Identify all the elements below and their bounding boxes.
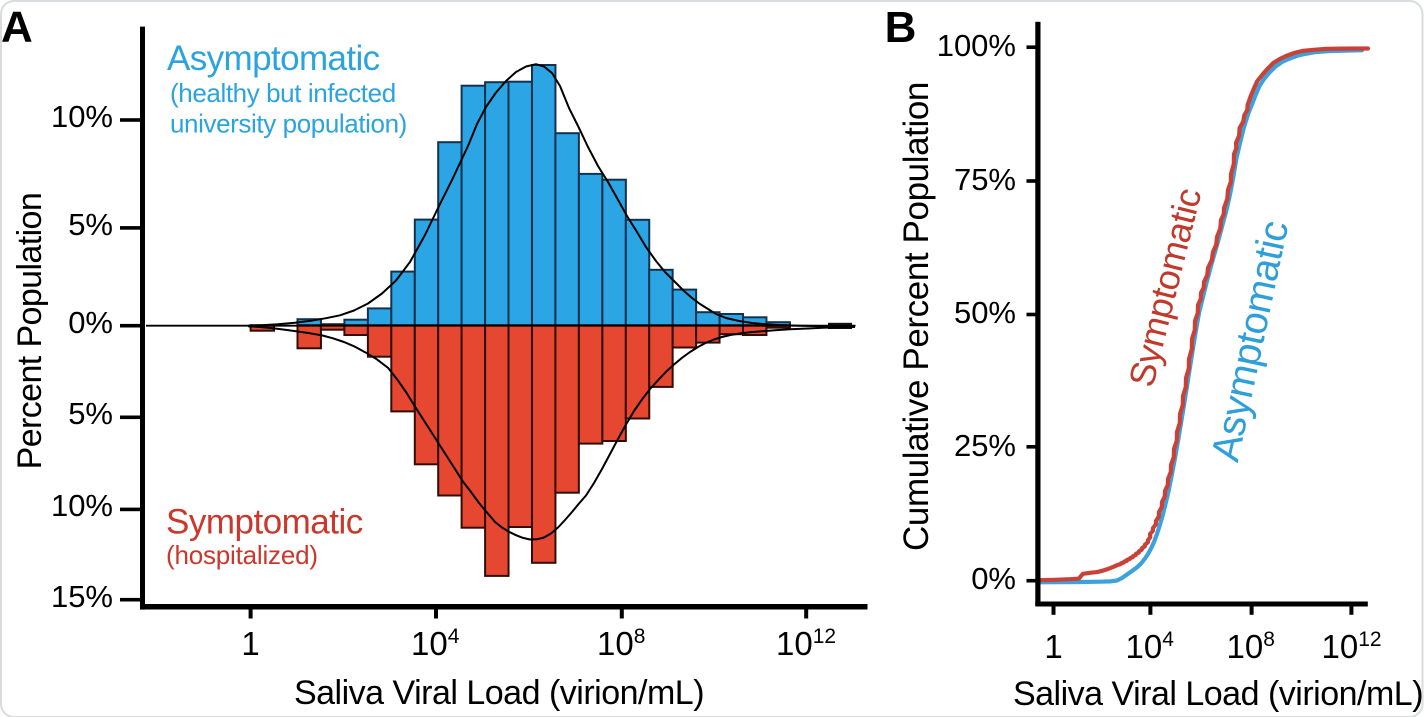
svg-text:10%: 10% <box>51 488 113 523</box>
svg-text:25%: 25% <box>954 428 1016 463</box>
svg-text:Symptomatic: Symptomatic <box>166 503 363 542</box>
svg-text:(healthy but infected: (healthy but infected <box>170 78 396 108</box>
svg-text:10%: 10% <box>51 99 113 134</box>
svg-text:1: 1 <box>1044 628 1062 665</box>
svg-text:0%: 0% <box>68 305 113 340</box>
svg-text:100%: 100% <box>937 28 1016 63</box>
svg-text:0%: 0% <box>971 561 1016 596</box>
svg-text:1012: 1012 <box>1322 628 1382 665</box>
svg-text:Asymptomatic: Asymptomatic <box>167 39 380 78</box>
svg-text:Saliva Viral Load (virion/mL): Saliva Viral Load (virion/mL) <box>1013 675 1423 713</box>
svg-text:Saliva Viral Load (virion/mL): Saliva Viral Load (virion/mL) <box>294 674 704 712</box>
svg-text:50%: 50% <box>954 295 1016 330</box>
svg-text:15%: 15% <box>51 579 113 614</box>
svg-text:Cumulative Percent Population: Cumulative Percent Population <box>897 82 936 551</box>
svg-text:104: 104 <box>1126 628 1175 665</box>
svg-text:1: 1 <box>241 625 259 662</box>
svg-text:5%: 5% <box>68 396 113 431</box>
svg-text:(hospitalized): (hospitalized) <box>166 540 318 570</box>
svg-text:university population): university population) <box>170 109 407 139</box>
svg-text:Percent Population: Percent Population <box>11 193 49 470</box>
svg-text:A: A <box>1 2 33 51</box>
svg-text:75%: 75% <box>954 162 1016 197</box>
svg-text:1012: 1012 <box>776 625 836 662</box>
svg-text:B: B <box>885 3 917 52</box>
svg-text:5%: 5% <box>68 207 113 242</box>
